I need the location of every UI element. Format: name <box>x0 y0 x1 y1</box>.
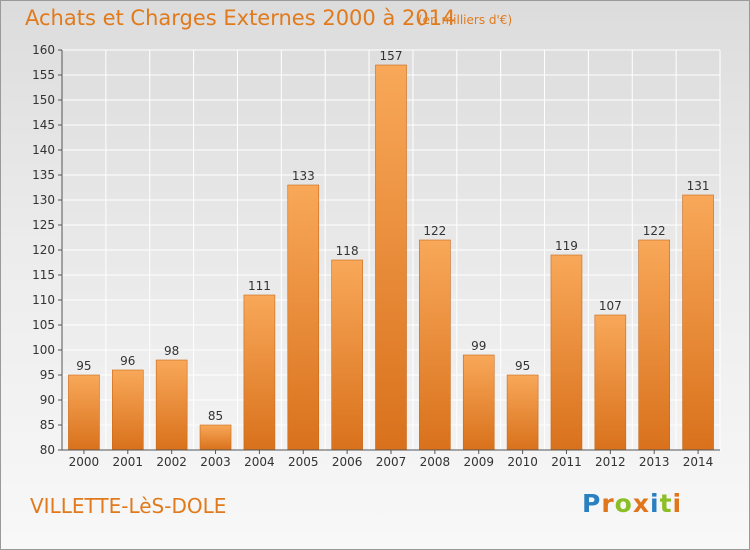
x-tick-label: 2011 <box>551 455 582 469</box>
y-tick-label: 155 <box>32 68 55 82</box>
bar-value-label: 96 <box>120 354 135 368</box>
y-tick-label: 80 <box>40 443 55 457</box>
x-tick-label: 2001 <box>113 455 144 469</box>
bar-value-label: 118 <box>336 244 359 258</box>
logo-letter: i <box>650 489 660 518</box>
bar <box>375 64 407 451</box>
y-tick-label: 110 <box>32 293 55 307</box>
proxiti-logo[interactable]: Proxiti <box>582 489 682 518</box>
x-tick-label: 2000 <box>69 455 100 469</box>
logo-letter: i <box>672 489 683 518</box>
bar-value-label: 133 <box>292 169 315 183</box>
logo-letter: t <box>659 489 673 518</box>
bar <box>155 359 188 451</box>
y-tick-label: 125 <box>32 218 55 232</box>
bar <box>243 294 276 451</box>
chart-title: Achats et Charges Externes 2000 à 2014 <box>25 6 456 30</box>
y-tick-label: 90 <box>40 393 55 407</box>
bar <box>638 239 671 451</box>
bar <box>287 184 320 451</box>
x-tick-label: 2008 <box>420 455 451 469</box>
bar <box>682 194 714 451</box>
bars <box>68 64 714 451</box>
x-tick-label: 2003 <box>200 455 231 469</box>
logo-letter: r <box>601 489 615 518</box>
x-tick-label: 2006 <box>332 455 363 469</box>
x-tick-label: 2012 <box>595 455 626 469</box>
bar-value-label: 95 <box>76 359 91 373</box>
bar-value-label: 122 <box>423 224 446 238</box>
value-labels: 95 96 98 85 111 133 118 157 122 99 95 119 107 122 131 <box>76 49 709 423</box>
bar-value-label: 107 <box>599 299 622 313</box>
bar <box>112 369 144 451</box>
y-tick-label: 105 <box>32 318 55 332</box>
axes: 80 85 90 95 100 105 110 115 120 125 130 135 140 145 15… <box>32 43 720 469</box>
bar-value-label: 98 <box>164 344 179 358</box>
bar <box>199 424 232 451</box>
y-tick-label: 100 <box>32 343 55 357</box>
chart-subtitle: (en milliers d'€) <box>418 13 513 27</box>
y-tick-label: 120 <box>32 243 55 257</box>
bar-value-label: 131 <box>687 179 710 193</box>
x-tick-label: 2004 <box>244 455 275 469</box>
bar <box>506 374 539 451</box>
bar-value-label: 99 <box>471 339 486 353</box>
y-tick-label: 85 <box>40 418 55 432</box>
bar <box>462 354 495 451</box>
logo-letter: x <box>632 489 650 518</box>
bar-value-label: 111 <box>248 279 271 293</box>
bar <box>594 314 627 451</box>
bar <box>331 259 363 451</box>
bar-value-label: 119 <box>555 239 578 253</box>
bar-value-label: 122 <box>643 224 666 238</box>
x-tick-label: 2005 <box>288 455 319 469</box>
x-tick-label: 2009 <box>463 455 494 469</box>
x-tick-label: 2013 <box>639 455 670 469</box>
y-tick-label: 160 <box>32 43 55 57</box>
bar <box>419 239 451 451</box>
bar <box>68 374 100 451</box>
bar-value-label: 95 <box>515 359 530 373</box>
y-tick-label: 130 <box>32 193 55 207</box>
y-tick-label: 95 <box>40 368 55 382</box>
bar <box>550 254 583 451</box>
logo-letter: o <box>614 489 633 518</box>
y-tick-label: 115 <box>32 268 55 282</box>
x-tick-label: 2007 <box>376 455 407 469</box>
bar-value-label: 85 <box>208 409 223 423</box>
x-tick-label: 2002 <box>156 455 187 469</box>
logo-letter: P <box>582 489 602 518</box>
y-tick-label: 140 <box>32 143 55 157</box>
x-tick-label: 2014 <box>683 455 714 469</box>
commune-name: VILLETTE-LèS-DOLE <box>30 494 227 518</box>
y-tick-label: 145 <box>32 118 55 132</box>
bar-value-label: 157 <box>380 49 403 63</box>
y-tick-label: 135 <box>32 168 55 182</box>
x-tick-label: 2010 <box>507 455 538 469</box>
y-tick-label: 150 <box>32 93 55 107</box>
